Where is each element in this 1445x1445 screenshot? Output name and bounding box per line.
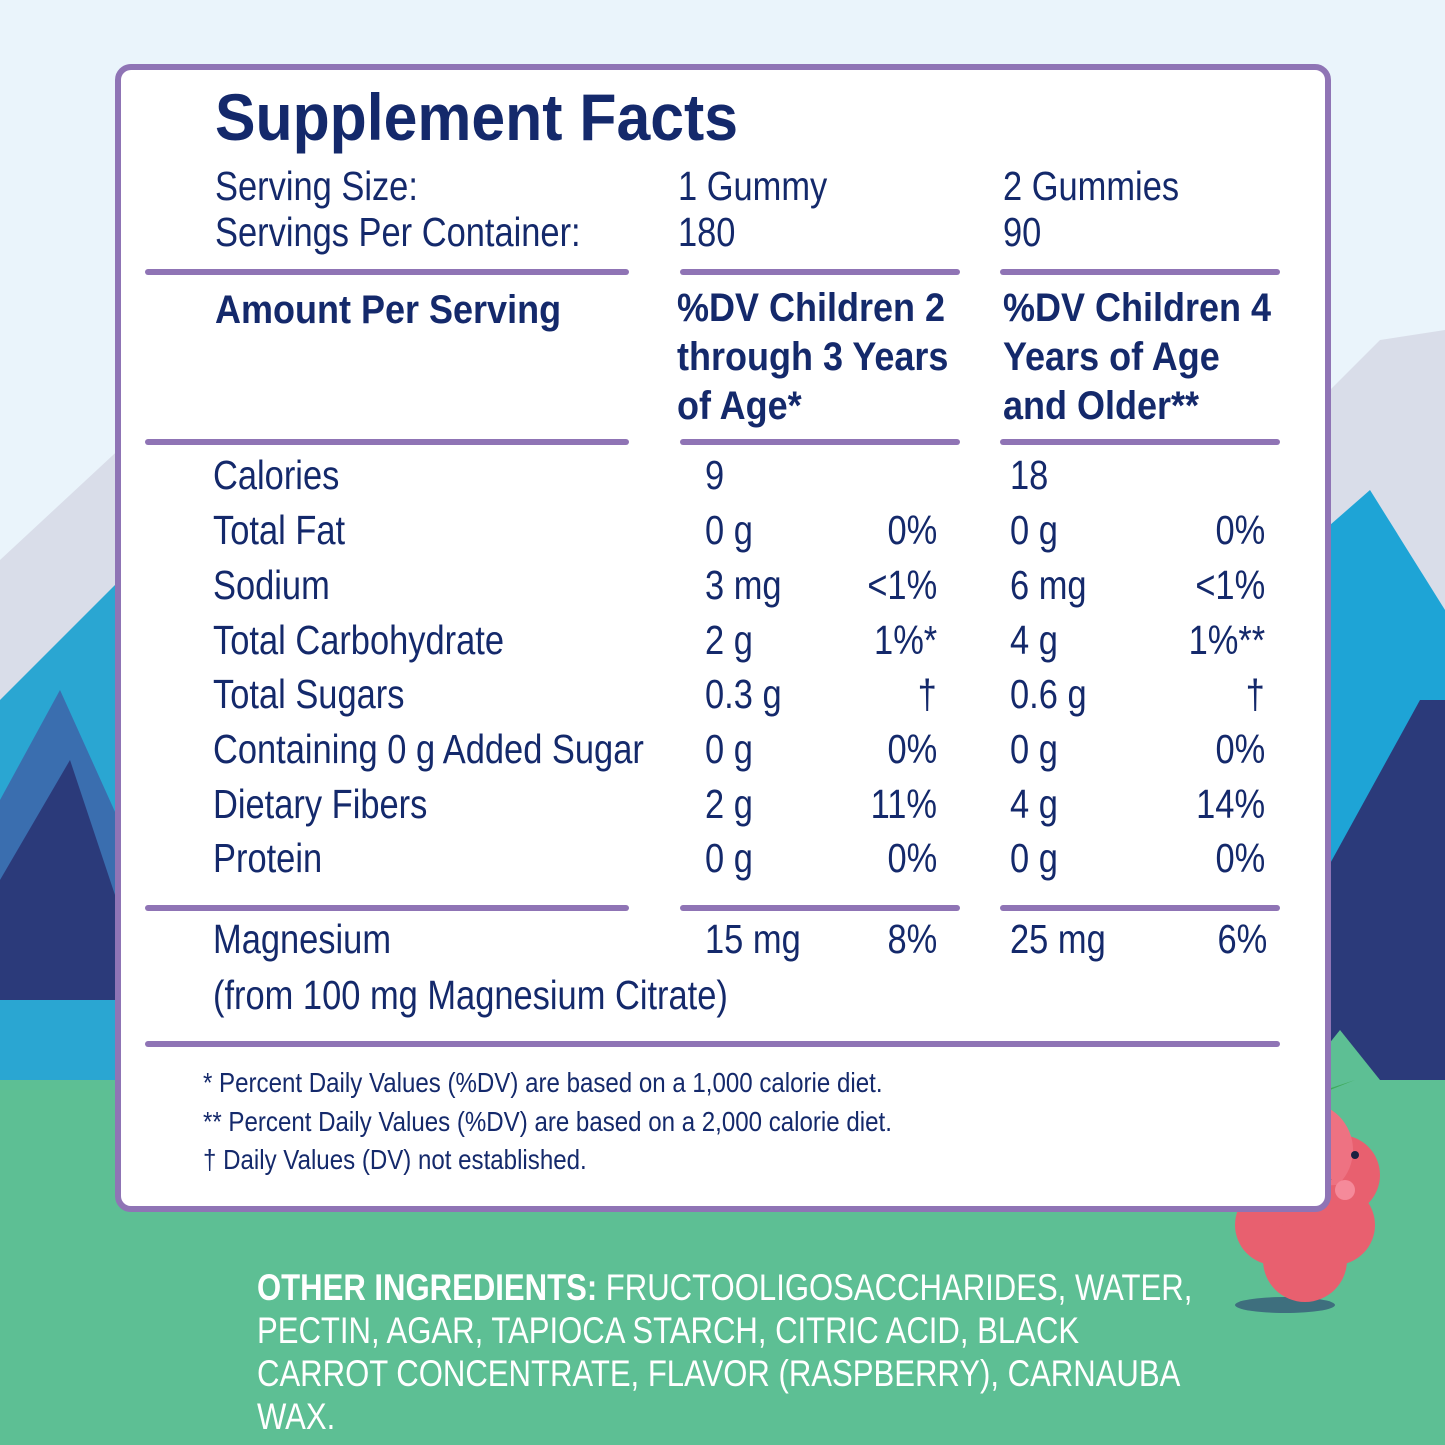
divider	[1000, 905, 1280, 911]
daily-value: 8%	[887, 916, 937, 963]
daily-value: 0%	[1215, 725, 1265, 772]
footnote: * Percent Daily Values (%DV) are based o…	[203, 1067, 883, 1099]
ingredients-text: FRUCTOOLIGOSACCHARIDES, WATER, PECTIN, A…	[257, 1267, 1193, 1437]
nutrient-name: Total Fat	[213, 507, 346, 554]
servings-label: Servings Per Container:	[215, 209, 581, 256]
nutrient-name: Calories	[213, 452, 340, 499]
divider	[145, 269, 629, 275]
amount: 6 mg	[1010, 561, 1087, 608]
daily-value: 14%	[1196, 780, 1265, 827]
column-header: %DV Children 2 through 3 Years of Age*	[677, 286, 949, 428]
amount: 0 g	[705, 725, 753, 772]
divider	[680, 269, 960, 275]
serving-value: 2 Gummies	[1003, 163, 1180, 210]
nutrient-source: (from 100 mg Magnesium Citrate)	[213, 972, 728, 1019]
servings-value: 180	[678, 209, 736, 256]
amount: 15 mg	[705, 916, 801, 963]
daily-value: <1%	[1195, 561, 1265, 608]
daily-value: 0%	[887, 507, 937, 554]
daily-value: 11%	[870, 780, 937, 827]
nutrient-name: Containing 0 g Added Sugar	[213, 725, 644, 772]
amount: 3 mg	[705, 561, 782, 608]
column-header: Amount Per Serving	[215, 288, 562, 332]
daily-value: <1%	[867, 561, 937, 608]
amount: 0 g	[1010, 725, 1058, 772]
amount: 4 g	[1010, 616, 1058, 663]
amount: 0 g	[705, 507, 753, 554]
amount: 2 g	[705, 780, 753, 827]
serving-value: 1 Gummy	[678, 163, 828, 210]
daily-value: 0%	[1215, 835, 1265, 882]
amount: 0.3 g	[705, 671, 782, 718]
divider	[1000, 439, 1280, 445]
amount: 0 g	[1010, 835, 1058, 882]
divider	[145, 1041, 1280, 1047]
divider	[1000, 269, 1280, 275]
ingredients-label: OTHER INGREDIENTS:	[257, 1267, 598, 1308]
servings-value: 90	[1003, 209, 1042, 256]
amount: 4 g	[1010, 780, 1058, 827]
daily-value: 0%	[1215, 507, 1265, 554]
nutrient-name: Total Sugars	[213, 671, 405, 718]
divider	[680, 905, 960, 911]
daily-value: †	[1245, 671, 1265, 718]
daily-value: 1%**	[1188, 616, 1265, 663]
facts-panel	[115, 64, 1331, 1212]
daily-value: 0%	[887, 725, 937, 772]
amount: 25 mg	[1010, 916, 1106, 963]
amount: 0.6 g	[1010, 671, 1087, 718]
amount: 0 g	[1010, 507, 1058, 554]
nutrient-name: Sodium	[213, 561, 330, 608]
amount: 2 g	[705, 616, 753, 663]
footnote: † Daily Values (DV) not established.	[203, 1144, 587, 1176]
divider	[145, 439, 629, 445]
amount: 0 g	[705, 835, 753, 882]
label-title: Supplement Facts	[215, 80, 738, 155]
footnote: ** Percent Daily Values (%DV) are based …	[203, 1105, 892, 1137]
nutrient-name: Total Carbohydrate	[213, 616, 504, 663]
nutrient-name: Protein	[213, 835, 323, 882]
nutrient-name: Dietary Fibers	[213, 780, 428, 827]
daily-value: 6%	[1217, 916, 1267, 963]
amount: 9	[705, 452, 725, 499]
daily-value: †	[917, 671, 937, 718]
amount: 18	[1010, 452, 1049, 499]
other-ingredients: OTHER INGREDIENTS: FRUCTOOLIGOSACCHARIDE…	[257, 1266, 1198, 1438]
nutrient-name: Magnesium	[213, 916, 392, 963]
divider	[680, 439, 960, 445]
daily-value: 1%*	[873, 616, 937, 663]
serving-label: Serving Size:	[215, 163, 418, 210]
divider	[145, 905, 629, 911]
daily-value: 0%	[887, 835, 937, 882]
column-header: %DV Children 4 Years of Age and Older**	[1003, 286, 1272, 428]
